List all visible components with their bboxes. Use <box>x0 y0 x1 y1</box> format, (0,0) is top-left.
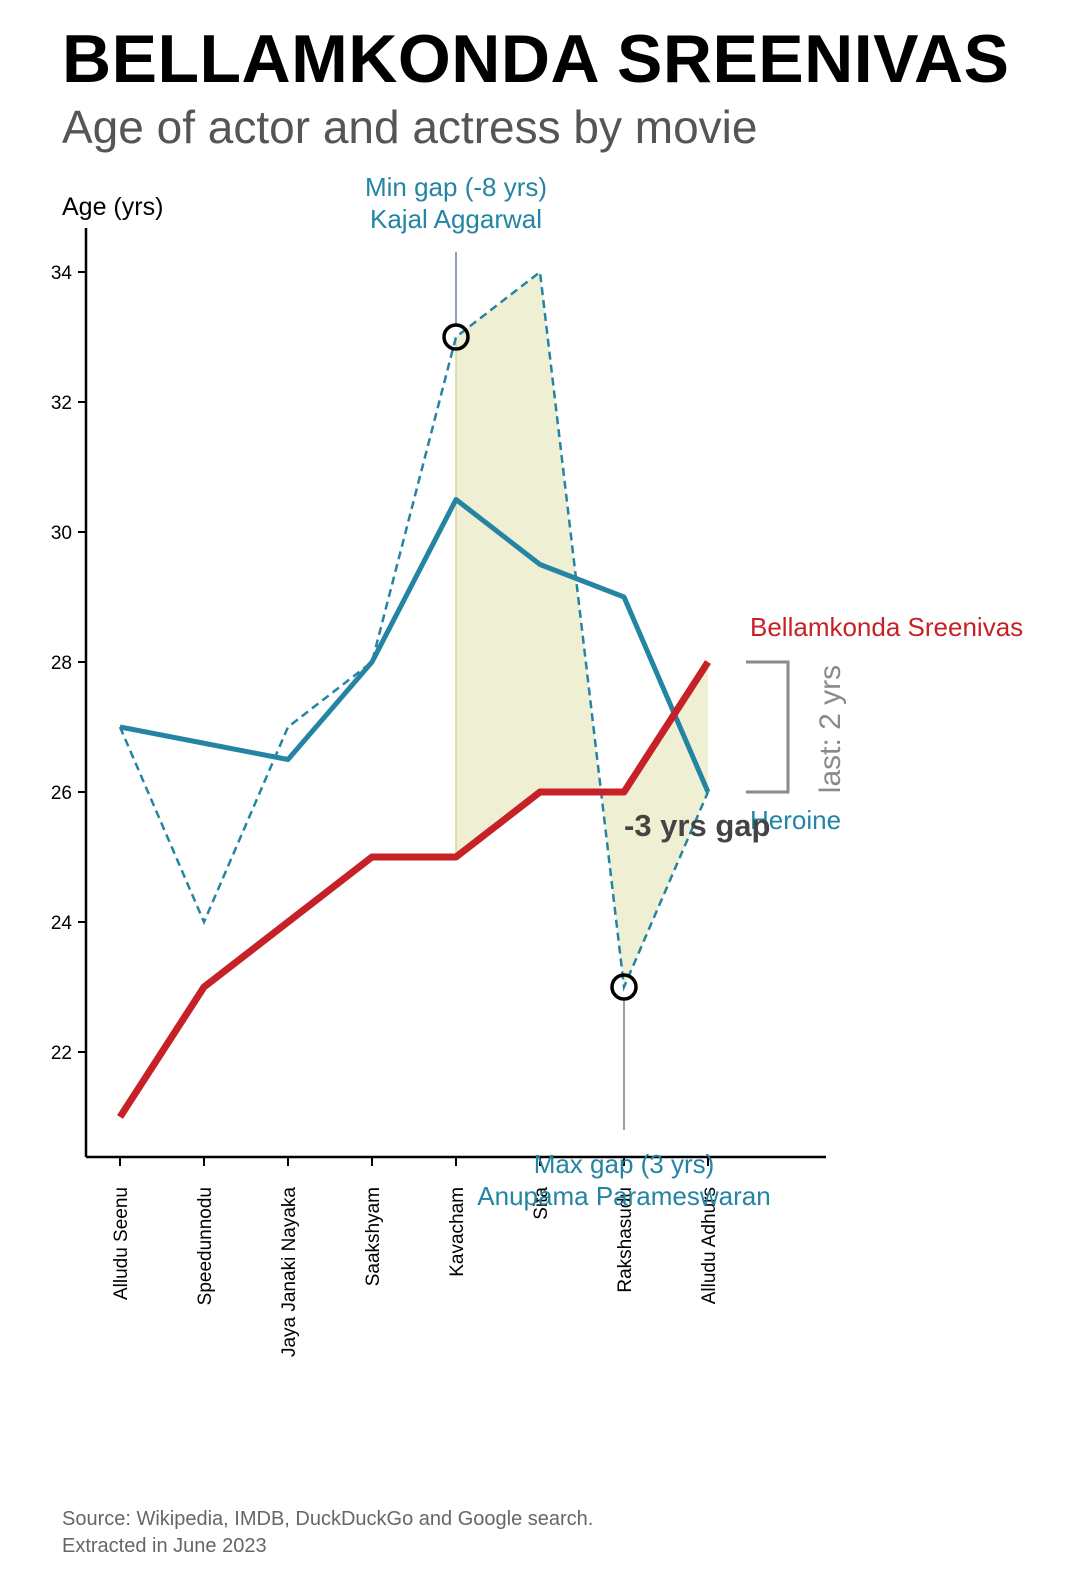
min-gap-marker <box>442 323 470 351</box>
actor-age-line <box>117 660 711 1119</box>
y-tick-label: 32 <box>51 393 72 414</box>
actor-series-label: Bellamkonda Sreenivas <box>750 612 1023 642</box>
last-gap-label: last: 2 yrs <box>814 665 847 793</box>
heroine-series-label: Heroine <box>750 805 841 835</box>
x-tick-label: Kavacham <box>447 1187 468 1277</box>
source-line-1: Source: Wikipedia, IMDB, DuckDuckGo and … <box>62 1508 594 1530</box>
gap-label: -3 yrs gap <box>624 808 770 843</box>
y-tick-label: 22 <box>51 1043 72 1064</box>
x-tick-label: Speedunnodu <box>195 1187 216 1305</box>
y-tick-label: 30 <box>51 523 72 544</box>
x-tick-label: Rakshasudu <box>615 1187 636 1293</box>
min-gap-label: Min gap (-8 yrs) <box>365 172 547 202</box>
min-gap-name: Kajal Aggarwal <box>370 204 542 234</box>
max-gap-label: Max gap (3 yrs) <box>534 1149 715 1179</box>
y-tick-label: 24 <box>51 913 73 934</box>
y-axis-label: Age (yrs) <box>62 193 163 221</box>
x-tick-label: Jaya Janaki Nayaka <box>279 1187 300 1357</box>
y-tick-label: 28 <box>51 653 72 674</box>
last-gap-bracket <box>746 660 790 794</box>
max-gap-marker <box>610 973 638 1001</box>
source-line-2: Extracted in June 2023 <box>62 1535 267 1557</box>
x-tick-label: Saakshyam <box>363 1187 384 1286</box>
heroine-trend-line <box>119 497 711 793</box>
y-tick-label: 34 <box>51 263 73 284</box>
chart-subtitle: Age of actor and actress by movie <box>62 101 758 153</box>
heroine-age-dashed-line <box>118 269 710 992</box>
max-gap-name: Anupama Parameswaran <box>477 1181 770 1211</box>
x-tick-label: Alludu Adhurs <box>699 1187 720 1304</box>
x-tick-label: Alludu Seenu <box>111 1187 132 1300</box>
y-tick-label: 26 <box>51 783 72 804</box>
x-tick-label: Sita <box>531 1187 552 1220</box>
source-note: Source: Wikipedia, IMDB, DuckDuckGo and … <box>62 1506 593 1560</box>
chart-title: BELLAMKONDA SREENIVAS <box>62 21 1010 97</box>
